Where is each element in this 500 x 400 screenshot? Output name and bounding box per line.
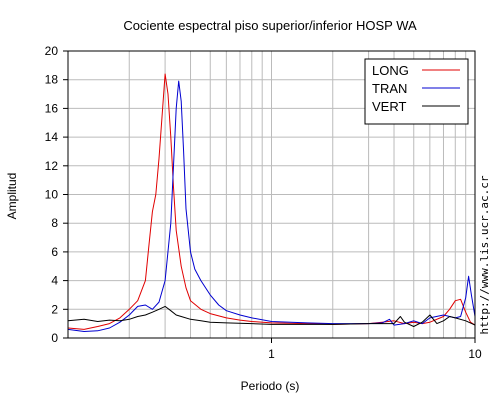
y-tick-label: 14 (45, 130, 59, 144)
y-tick-label: 0 (51, 331, 58, 345)
y-tick-label: 6 (51, 245, 58, 259)
y-tick-label: 20 (45, 44, 59, 58)
y-tick-label: 8 (51, 216, 58, 230)
series-line-long (67, 73, 476, 330)
y-tick-label: 18 (45, 73, 59, 87)
legend: LONG TRAN VERT (364, 58, 469, 125)
x-tick-label: 10 (468, 347, 482, 361)
y-tick-label: 4 (51, 274, 58, 288)
chart-title: Cociente espectral piso superior/inferio… (123, 18, 417, 33)
x-tick-label: 1 (268, 347, 275, 361)
x-axis-label: Periodo (s) (241, 379, 300, 393)
series-line-tran (67, 80, 476, 332)
legend-label-long: LONG (372, 63, 409, 78)
source-url: http://www.lis.ucr.ac.cr (478, 175, 491, 334)
legend-label-vert: VERT (372, 99, 406, 114)
legend-label-tran: TRAN (372, 81, 407, 96)
y-axis-label: Amplitud (5, 173, 19, 220)
y-tick-label: 10 (45, 188, 59, 202)
series-layer (67, 73, 476, 332)
y-tick-label: 16 (45, 101, 59, 115)
y-tick-label: 12 (45, 159, 59, 173)
axis-ticks: 0 2 4 6 8 10 12 14 16 18 20 1 10 (45, 44, 482, 361)
series-line-vert (67, 305, 476, 327)
legend-box (364, 58, 469, 125)
y-tick-label: 2 (51, 302, 58, 316)
